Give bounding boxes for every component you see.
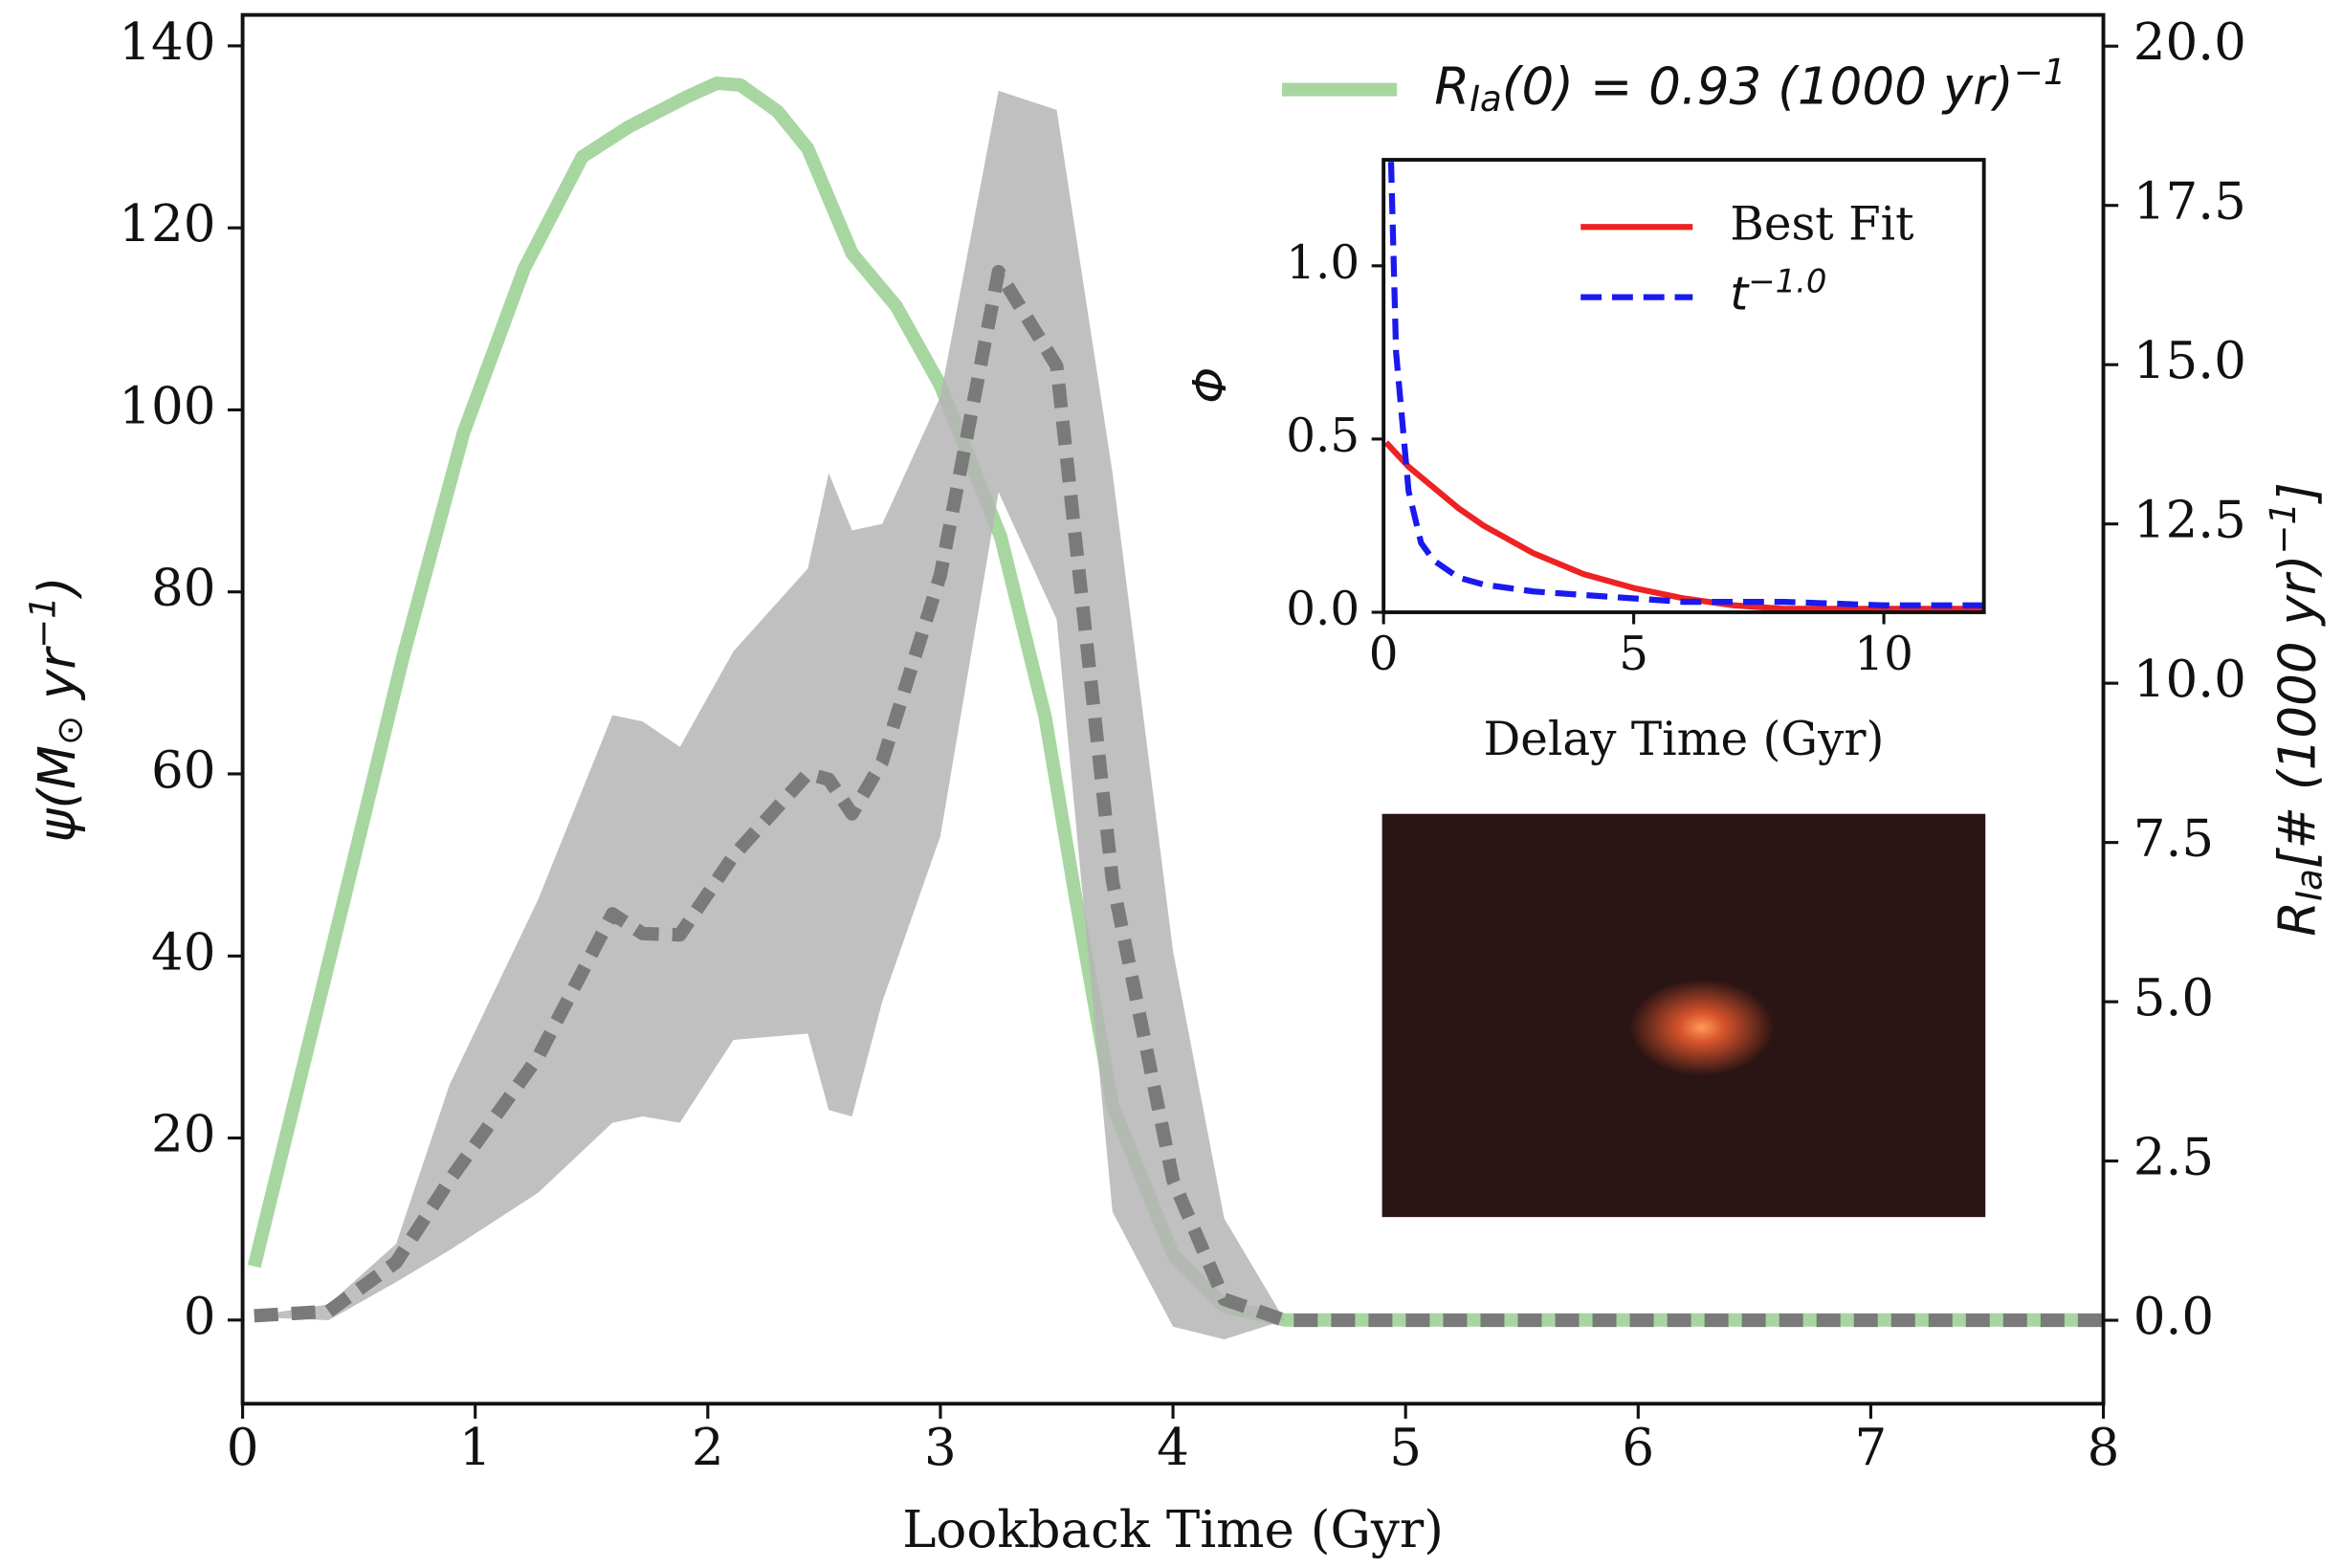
y2-tick-label: 5.0 — [2133, 968, 2214, 1027]
x-tick-label: 2 — [692, 1418, 724, 1477]
axes-frame — [1381, 158, 1986, 614]
y-tick-label: 60 — [151, 740, 216, 799]
x-tick-label: 0 — [1369, 627, 1399, 680]
legend-label: t−1.0 — [1730, 262, 1826, 321]
y-tick-label: 40 — [151, 922, 216, 982]
legend-label: RIa(0) = 0.93 (1000 yr)−1 — [1434, 51, 2066, 119]
x-tick-label: 1 — [459, 1418, 492, 1477]
line — [1383, 440, 1984, 612]
line — [254, 264, 2104, 1328]
y-tick-label: 1.0 — [1286, 235, 1359, 289]
x-tick-label: 6 — [1622, 1418, 1654, 1477]
y2-tick-label: 12.5 — [2133, 490, 2246, 549]
y-axis-label: ψ(M⊙ yr−1) — [22, 576, 90, 842]
y-tick-label: 80 — [151, 558, 216, 617]
x-tick-label: 7 — [1855, 1418, 1888, 1477]
y2-tick-label: 7.5 — [2133, 808, 2214, 868]
inset-plot: 0 5 10 0.0 0.5 1.0 Delay Time (Gyr) Φ Best Fit t−… — [1183, 158, 1986, 765]
x-tick-label: 4 — [1157, 1418, 1189, 1477]
x-tick-label: 8 — [2088, 1418, 2120, 1477]
x-axis-label: Lookback Time (Gyr) — [902, 1500, 1444, 1559]
y-tick-label: 0 — [184, 1286, 216, 1345]
y2-tick-label: 0.0 — [2133, 1287, 2214, 1346]
x-tick-label: 3 — [924, 1418, 957, 1477]
y2-tick-label: 20.0 — [2133, 12, 2246, 72]
x-tick-label: 0 — [227, 1418, 259, 1477]
line — [1387, 162, 1984, 608]
y2-tick-label: 17.5 — [2133, 171, 2246, 231]
y-tick-label: 100 — [119, 376, 215, 435]
y-tick-label: 0.0 — [1286, 582, 1359, 635]
main-plot: 0 1 2 3 4 5 6 7 80204060801001201400.02.55.07.51… — [22, 11, 2330, 1558]
y2-tick-label: 2.5 — [2133, 1127, 2214, 1186]
y-tick-label: 0.5 — [1286, 409, 1359, 462]
inset-image — [1381, 813, 1986, 1218]
x-axis-label: Delay Time (Gyr) — [1483, 712, 1884, 765]
y2-tick-label: 15.0 — [2133, 331, 2246, 390]
x-tick-label: 5 — [1389, 1418, 1422, 1477]
band — [254, 90, 1285, 1340]
y-tick-label: 140 — [119, 11, 215, 71]
y2-tick-label: 10.0 — [2133, 650, 2246, 709]
plot-area — [247, 76, 2104, 1340]
x-tick-label: 5 — [1619, 627, 1648, 680]
plot-area — [1383, 162, 1984, 612]
y-tick-label: 20 — [151, 1104, 216, 1163]
legend-label: Best Fit — [1730, 197, 1914, 251]
y2-axis-label: RIa[# (1000 yr)−1] — [2262, 482, 2330, 937]
y-axis-label: Φ — [1183, 367, 1237, 404]
x-tick-label: 10 — [1854, 627, 1913, 680]
y-tick-label: 120 — [119, 194, 215, 254]
